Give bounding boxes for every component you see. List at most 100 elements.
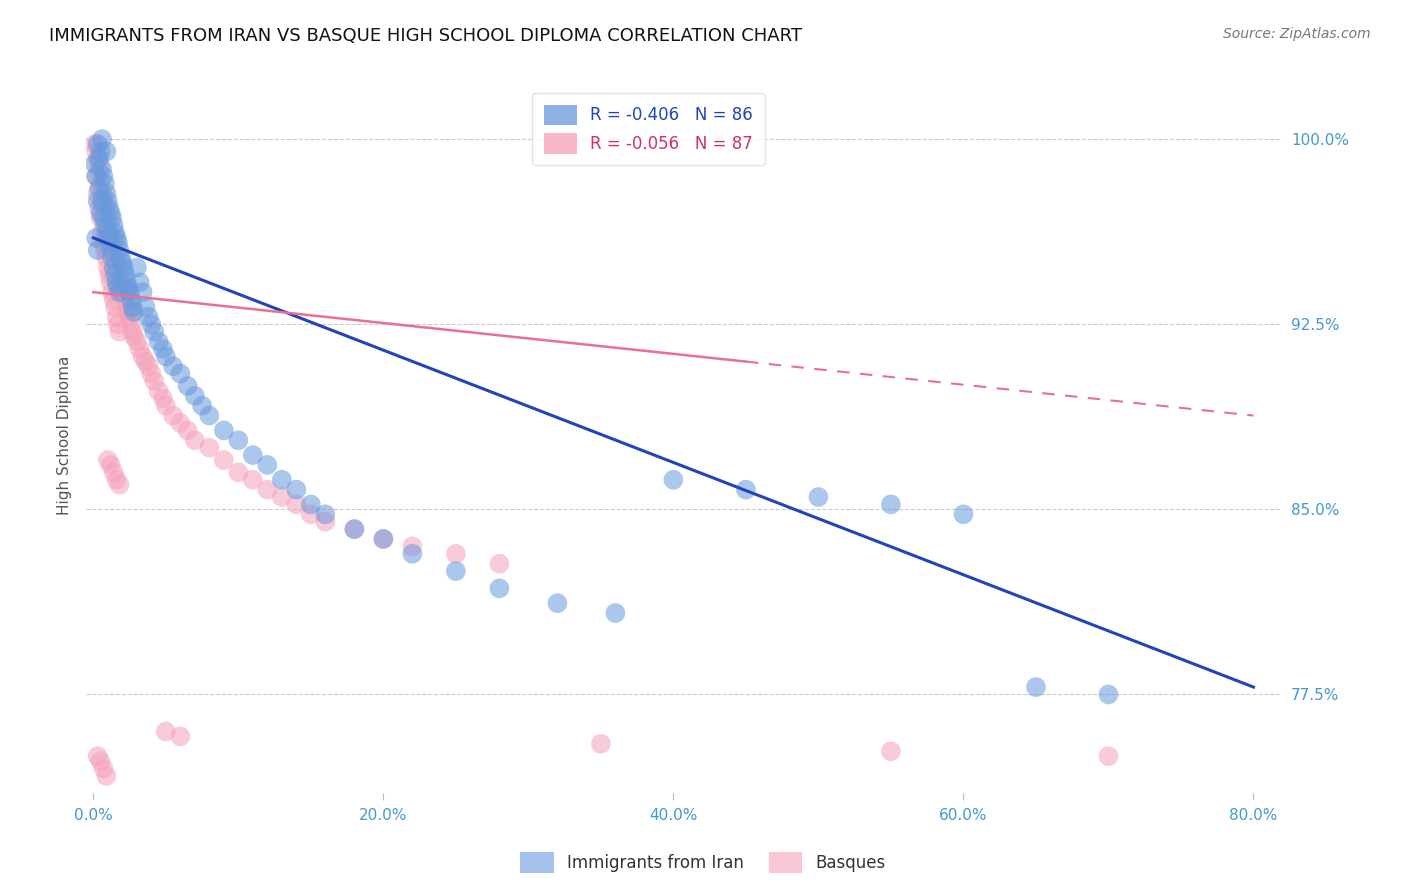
Point: [242, 473, 264, 487]
Point: [104, 251, 127, 265]
Point: [115, 300, 138, 314]
Point: [952, 508, 974, 522]
Point: [86, 244, 108, 258]
Point: [112, 260, 135, 275]
Point: [93, 235, 115, 250]
Point: [103, 466, 125, 480]
Point: [97, 231, 120, 245]
Point: [84, 169, 107, 183]
Point: [401, 540, 423, 554]
Point: [114, 293, 136, 307]
Point: [105, 255, 128, 269]
Point: [270, 473, 292, 487]
Point: [256, 458, 278, 472]
Point: [131, 285, 153, 300]
Point: [103, 293, 125, 307]
Point: [100, 244, 122, 258]
Point: [105, 473, 128, 487]
Point: [107, 280, 129, 294]
Point: [256, 483, 278, 497]
Point: [91, 132, 114, 146]
Point: [162, 359, 184, 374]
Point: [155, 349, 177, 363]
Point: [108, 477, 131, 491]
Point: [90, 177, 112, 191]
Point: [101, 285, 124, 300]
Point: [299, 498, 322, 512]
Text: Source: ZipAtlas.com: Source: ZipAtlas.com: [1223, 27, 1371, 41]
Point: [115, 275, 138, 289]
Point: [880, 744, 903, 758]
Point: [94, 244, 117, 258]
Point: [314, 508, 336, 522]
Point: [96, 145, 118, 159]
Point: [96, 251, 118, 265]
Point: [662, 473, 685, 487]
Point: [86, 749, 108, 764]
Point: [121, 325, 143, 339]
Point: [589, 737, 612, 751]
Point: [84, 169, 107, 183]
Point: [118, 310, 141, 324]
Point: [101, 251, 124, 265]
Point: [169, 367, 191, 381]
Point: [212, 453, 235, 467]
Point: [242, 448, 264, 462]
Point: [138, 310, 160, 324]
Point: [87, 201, 110, 215]
Point: [90, 211, 112, 226]
Point: [90, 206, 112, 220]
Point: [104, 226, 127, 240]
Legend: R = -0.406   N = 86, R = -0.056   N = 87: R = -0.406 N = 86, R = -0.056 N = 87: [531, 93, 765, 165]
Point: [84, 145, 107, 159]
Point: [91, 226, 114, 240]
Point: [148, 384, 170, 398]
Point: [96, 186, 118, 201]
Point: [98, 226, 121, 240]
Point: [86, 137, 108, 152]
Point: [108, 325, 131, 339]
Point: [97, 260, 120, 275]
Point: [131, 349, 153, 363]
Point: [107, 235, 129, 250]
Point: [103, 244, 125, 258]
Point: [169, 730, 191, 744]
Point: [90, 754, 112, 768]
Point: [108, 244, 131, 258]
Point: [111, 255, 134, 269]
Point: [373, 532, 395, 546]
Point: [143, 374, 166, 388]
Point: [135, 354, 157, 368]
Point: [285, 483, 308, 497]
Point: [176, 379, 198, 393]
Point: [488, 557, 510, 571]
Point: [93, 169, 115, 183]
Point: [152, 392, 174, 406]
Point: [128, 342, 150, 356]
Point: [141, 367, 163, 381]
Point: [212, 423, 235, 437]
Point: [1097, 749, 1119, 764]
Text: IMMIGRANTS FROM IRAN VS BASQUE HIGH SCHOOL DIPLOMA CORRELATION CHART: IMMIGRANTS FROM IRAN VS BASQUE HIGH SCHO…: [49, 27, 803, 45]
Legend: Immigrants from Iran, Basques: Immigrants from Iran, Basques: [513, 846, 893, 880]
Point: [104, 300, 127, 314]
Point: [118, 285, 141, 300]
Point: [807, 490, 830, 504]
Point: [1025, 680, 1047, 694]
Point: [605, 606, 627, 620]
Point: [86, 194, 108, 208]
Point: [444, 547, 467, 561]
Point: [176, 423, 198, 437]
Point: [1097, 688, 1119, 702]
Point: [100, 275, 122, 289]
Point: [90, 145, 112, 159]
Point: [83, 157, 105, 171]
Point: [135, 300, 157, 314]
Point: [314, 515, 336, 529]
Point: [373, 532, 395, 546]
Point: [110, 251, 132, 265]
Point: [100, 206, 122, 220]
Point: [86, 152, 108, 166]
Point: [87, 181, 110, 195]
Point: [228, 434, 250, 448]
